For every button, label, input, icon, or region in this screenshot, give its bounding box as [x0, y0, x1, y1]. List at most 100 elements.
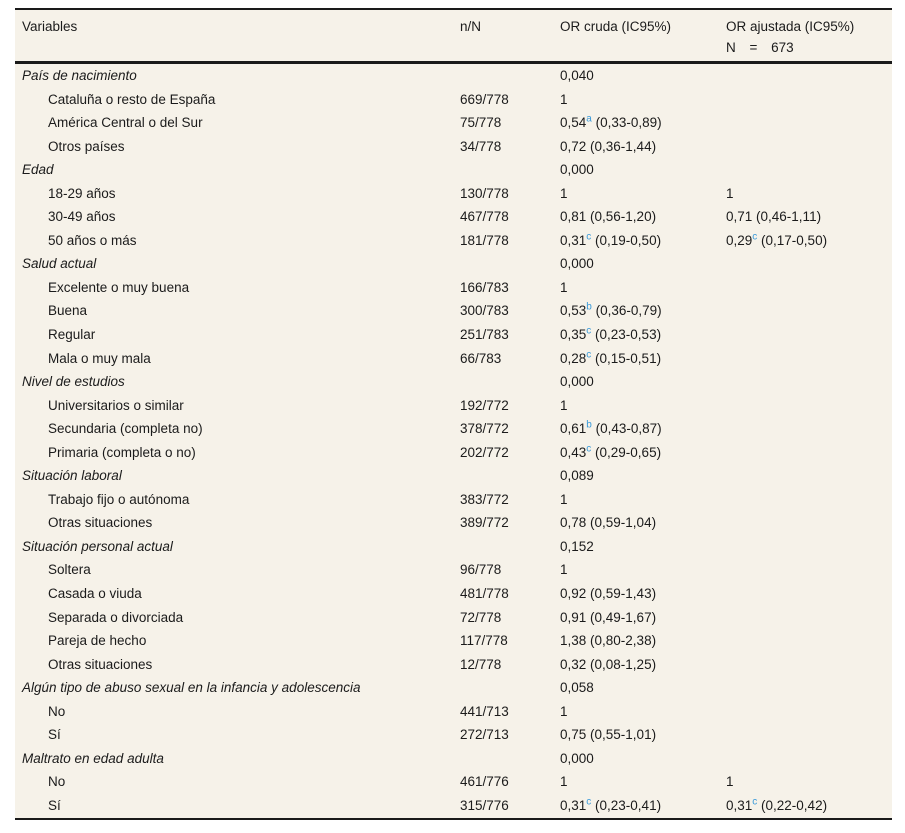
row-variable-cell: Mala o muy mala — [15, 347, 460, 371]
row-or-cruda: 0,91 (0,49-1,67) — [560, 606, 726, 630]
row-or-cruda-ci: (0,59-1,43) — [586, 586, 657, 602]
row-n-over-N: 181/778 — [460, 232, 509, 248]
row-n-over-N: 192/772 — [460, 397, 509, 413]
row-or-ajustada — [726, 64, 892, 88]
row-or-cruda-value: 0,75 — [560, 727, 587, 743]
table-row: 30-49 años 467/778 0,81 (0,56-1,20) 0,71 (0… — [15, 205, 892, 229]
row-n-over-N: 130/778 — [460, 185, 509, 201]
row-variable-cell: Otras situaciones — [15, 511, 460, 535]
variable-group-label: Situación laboral — [22, 468, 122, 484]
row-or-cruda: 0,53b (0,36-0,79) — [560, 299, 726, 323]
row-or-ajustada — [726, 606, 892, 630]
table-row: Casada o viuda 481/778 0,92 (0,59-1,43) — [15, 582, 892, 606]
row-n-over-N — [460, 676, 560, 700]
row-or-ajustada — [726, 488, 892, 512]
row-variable-label: Buena — [48, 303, 88, 319]
row-or-cruda-value: 1 — [560, 279, 568, 295]
row-or-ajustada — [726, 417, 892, 441]
row-or-cruda-ci: (0,80-2,38) — [586, 633, 657, 649]
row-or-ajustada — [726, 158, 892, 182]
row-n-over-N: 202/772 — [460, 444, 509, 460]
row-or-ajustada-value: 1 — [726, 774, 734, 790]
row-variable-cell: Buena — [15, 299, 460, 323]
row-or-cruda: 1,38 (0,80-2,38) — [560, 629, 726, 653]
row-or-ajustada: 0,29c (0,17-0,50) — [726, 229, 892, 253]
row-variable-label: Cataluña o resto de España — [48, 91, 216, 107]
row-n-over-N: 300/783 — [460, 303, 509, 319]
variable-group-label: Edad — [22, 162, 54, 178]
row-n-over-N: 272/713 — [460, 727, 509, 743]
row-or-cruda: 0,72 (0,36-1,44) — [560, 135, 726, 159]
row-or-cruda-ci: (0,23-0,53) — [591, 327, 662, 343]
row-n-over-N — [460, 747, 560, 771]
row-variable-cell: Pareja de hecho — [15, 629, 460, 653]
table-row: Secundaria (completa no) 378/772 0,61b (0,… — [15, 417, 892, 441]
row-or-ajustada-value: 0,31 — [726, 797, 753, 813]
row-or-ajustada — [726, 464, 892, 488]
row-variable-cell: Cataluña o resto de España — [15, 88, 460, 112]
table-row: Trabajo fijo o autónoma 383/772 1 — [15, 487, 892, 512]
row-variable-cell: Situación personal actual — [15, 535, 460, 559]
table-row: Sí 272/713 0,75 (0,55-1,01) — [15, 723, 892, 747]
row-variable-cell: País de nacimiento — [15, 64, 460, 88]
row-or-cruda: 0,78 (0,59-1,04) — [560, 511, 726, 535]
header-or-ajustada-n: N = 673 — [726, 40, 794, 55]
row-variable-cell: Casada o viuda — [15, 582, 460, 606]
table-row: No 461/776 1 1 — [15, 770, 892, 794]
row-or-cruda-value: 0,54 — [560, 115, 587, 131]
table-bottom-rule — [15, 817, 892, 820]
variable-group-label: País de nacimiento — [22, 68, 137, 83]
row-variable-label: No — [48, 774, 66, 790]
row-or-ajustada — [726, 700, 892, 724]
row-variable-cell: Secundaria (completa no) — [15, 417, 460, 441]
table-row: Separada o divorciada 72/778 0,91 (0,49-1,… — [15, 605, 892, 630]
row-or-cruda: 0,31c (0,19-0,50) — [560, 229, 726, 253]
row-n-over-N: 669/778 — [460, 91, 509, 107]
row-or-cruda: 1 — [560, 394, 726, 418]
row-or-cruda: 0,92 (0,59-1,43) — [560, 582, 726, 606]
row-or-cruda: 0,75 (0,55-1,01) — [560, 723, 726, 747]
row-or-ajustada: 1 — [726, 182, 892, 206]
row-variable-cell: Regular — [15, 323, 460, 347]
row-n-over-N — [460, 370, 560, 394]
row-or-cruda-ci: (0,43-0,87) — [591, 421, 662, 437]
row-or-cruda-footnote-mark: c — [586, 796, 592, 808]
header-or-ajustada-line1: OR ajustada (IC95%) — [726, 19, 855, 34]
row-n-over-N: 461/776 — [460, 774, 509, 790]
row-n-over-N: 72/778 — [460, 609, 502, 625]
table-top-rule — [15, 8, 892, 10]
row-n-over-N: 383/772 — [460, 491, 509, 507]
row-n-over-N: 166/783 — [460, 279, 509, 295]
row-n-over-N: 12/778 — [460, 656, 502, 672]
row-or-ajustada — [726, 723, 892, 747]
table-row: Mala o muy mala 66/783 0,28c (0,15-0,51) — [15, 346, 892, 371]
row-or-cruda-value: 1 — [560, 562, 568, 578]
variable-group-label: Salud actual — [22, 256, 97, 272]
group-p-value: 0,000 — [560, 750, 594, 766]
row-variable-label: Mala o muy mala — [48, 350, 151, 366]
row-variable-cell: Primaria (completa o no) — [15, 441, 460, 465]
row-or-cruda-ci: (0,36-0,79) — [591, 303, 662, 319]
row-n-over-N — [460, 535, 560, 559]
row-or-cruda-ci: (0,23-0,41) — [591, 797, 662, 813]
row-or-ajustada — [726, 653, 892, 677]
variable-group-label: Maltrato en edad adulta — [22, 750, 164, 766]
row-n-over-N — [460, 252, 560, 276]
row-or-ajustada — [726, 299, 892, 323]
row-or-cruda-footnote-mark: b — [586, 301, 592, 313]
row-variable-cell: 50 años o más — [15, 229, 460, 253]
row-variable-cell: Salud actual — [15, 252, 460, 276]
row-or-cruda-value: 1 — [560, 397, 568, 413]
row-or-ajustada — [726, 676, 892, 700]
row-or-cruda-footnote-mark: c — [586, 443, 592, 455]
row-variable-cell: Trabajo fijo o autónoma — [15, 488, 460, 512]
row-variable-label: Universitarios o similar — [48, 397, 184, 413]
table-row: Primaria (completa o no) 202/772 0,43c (0,… — [15, 440, 892, 465]
table-body: País de nacimiento 0,040 Cataluña o resto … — [15, 64, 892, 818]
table-row: 18-29 años 130/778 1 1 — [15, 181, 892, 206]
row-n-over-N: 378/772 — [460, 421, 509, 437]
row-n-over-N: 441/713 — [460, 703, 509, 719]
header-or-cruda: OR cruda (IC95%) — [560, 19, 672, 34]
row-or-ajustada — [726, 747, 892, 771]
